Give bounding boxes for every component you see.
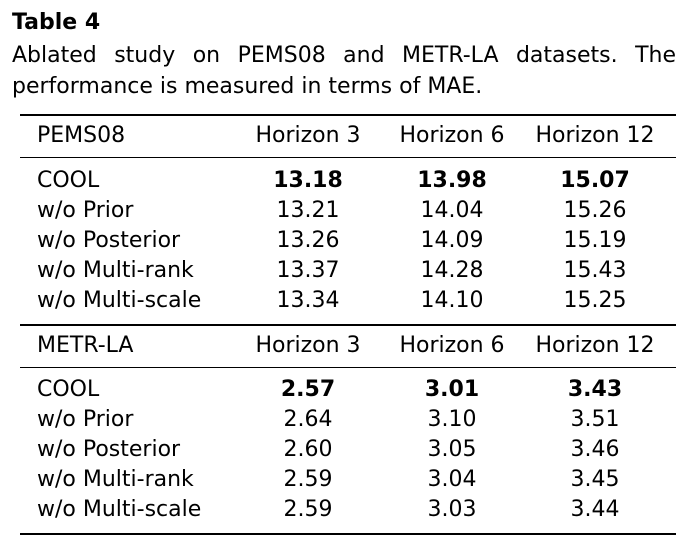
table-header-rule <box>20 367 676 368</box>
table-cell: 3.05 <box>427 437 477 462</box>
column-header: Horizon 3 <box>255 333 361 358</box>
table-row: w/o Multi-rank 13.37 14.28 15.43 <box>20 256 676 286</box>
method-name: w/o Multi-rank <box>37 467 194 492</box>
method-name: w/o Posterior <box>37 437 181 462</box>
table-cell: 13.98 <box>417 168 487 193</box>
method-name: COOL <box>37 168 100 193</box>
table-row: w/o Posterior 13.26 14.09 15.19 <box>20 226 676 256</box>
table-cell: 3.46 <box>570 437 620 462</box>
table-cell: 2.60 <box>283 437 333 462</box>
table-caption-title: Table 4 <box>12 10 101 35</box>
table-bottom-rule <box>20 533 676 535</box>
table-cell: 3.01 <box>424 377 480 402</box>
column-header: Horizon 6 <box>399 123 505 148</box>
dataset-name: PEMS08 <box>37 123 126 148</box>
table-cell: 14.28 <box>420 258 484 283</box>
table-header-row: PEMS08 Horizon 3 Horizon 6 Horizon 12 <box>20 121 676 151</box>
table-cell: 3.51 <box>570 407 620 432</box>
column-header: Horizon 12 <box>535 333 655 358</box>
table-section-rule <box>20 324 676 326</box>
table-cell: 3.03 <box>427 497 477 522</box>
dataset-name: METR-LA <box>37 333 134 358</box>
table-row: w/o Posterior 2.60 3.05 3.46 <box>20 435 676 465</box>
table-cell: 15.19 <box>563 228 627 253</box>
table-cell: 15.26 <box>563 198 627 223</box>
table-cell: 13.34 <box>276 288 340 313</box>
table-cell: 13.37 <box>276 258 340 283</box>
method-name: w/o Prior <box>37 198 134 223</box>
table-row: w/o Multi-rank 2.59 3.04 3.45 <box>20 465 676 495</box>
table-cell: 2.64 <box>283 407 333 432</box>
method-name: w/o Multi-scale <box>37 288 202 313</box>
table-row: w/o Multi-scale 13.34 14.10 15.25 <box>20 286 676 316</box>
table-cell: 3.10 <box>427 407 477 432</box>
table-cell: 15.07 <box>560 168 630 193</box>
table-cell: 15.25 <box>563 288 627 313</box>
table-cell: 14.04 <box>420 198 484 223</box>
table-row: w/o Multi-scale 2.59 3.03 3.44 <box>20 495 676 525</box>
column-header: Horizon 12 <box>535 123 655 148</box>
table-row: w/o Prior 2.64 3.10 3.51 <box>20 405 676 435</box>
method-name: w/o Posterior <box>37 228 181 253</box>
table-row: w/o Prior 13.21 14.04 15.26 <box>20 196 676 226</box>
column-header: Horizon 6 <box>399 333 505 358</box>
table-top-rule <box>20 114 676 116</box>
table-cell: 3.45 <box>570 467 620 492</box>
table-cell: 3.04 <box>427 467 477 492</box>
method-name: w/o Multi-rank <box>37 258 194 283</box>
table-cell: 14.09 <box>420 228 484 253</box>
table-cell: 2.59 <box>283 497 333 522</box>
table-cell: 15.43 <box>563 258 627 283</box>
table-cell: 13.21 <box>276 198 340 223</box>
table-cell: 13.26 <box>276 228 340 253</box>
method-name: w/o Prior <box>37 407 134 432</box>
table-cell: 2.57 <box>280 377 336 402</box>
table-caption-text: Ablated study on PEMS08 and METR-LA data… <box>12 43 676 99</box>
table-row: COOL 13.18 13.98 15.07 <box>20 166 676 196</box>
column-header: Horizon 3 <box>255 123 361 148</box>
method-name: COOL <box>37 377 100 402</box>
table-row: COOL 2.57 3.01 3.43 <box>20 375 676 405</box>
table-cell: 3.43 <box>567 377 623 402</box>
table-cell: 2.59 <box>283 467 333 492</box>
table-header-row: METR-LA Horizon 3 Horizon 6 Horizon 12 <box>20 331 676 361</box>
method-name: w/o Multi-scale <box>37 497 202 522</box>
table-cell: 3.44 <box>570 497 620 522</box>
table-cell: 13.18 <box>273 168 343 193</box>
table-header-rule <box>20 157 676 158</box>
table-cell: 14.10 <box>420 288 484 313</box>
